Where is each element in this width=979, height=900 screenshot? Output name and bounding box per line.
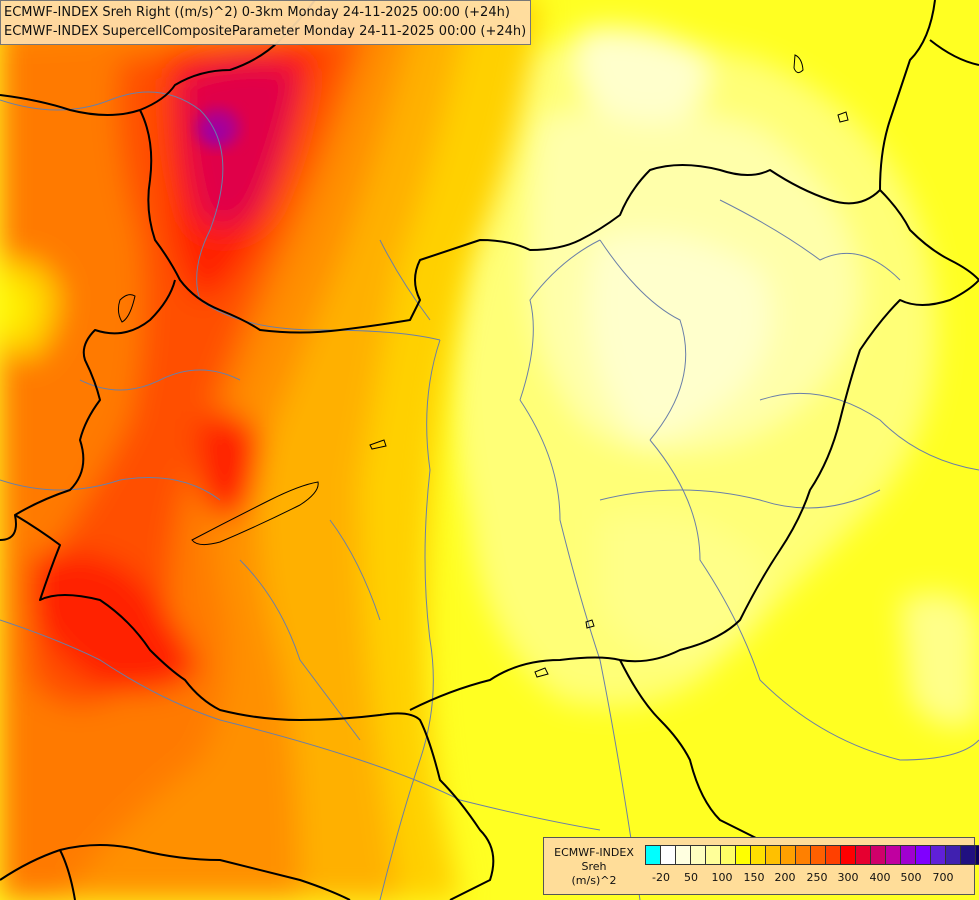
legend-tick-label: 400	[869, 871, 891, 884]
legend-swatch-10	[795, 845, 811, 865]
legend-swatch-0	[645, 845, 661, 865]
field-warm-zones	[0, 0, 540, 900]
legend-tick-label: 250	[806, 871, 828, 884]
legend-swatch-14	[855, 845, 871, 865]
field-pale-zones	[452, 27, 979, 727]
legend-swatch-2	[675, 845, 691, 865]
legend-unit: (m/s)^2	[571, 874, 617, 887]
legend-swatch-13	[840, 845, 856, 865]
legend-tick-label: 300	[837, 871, 859, 884]
legend-swatch-5	[720, 845, 736, 865]
legend-swatch-22	[975, 845, 979, 865]
lakes	[117, 54, 849, 678]
legend-tick-label: 50	[684, 871, 698, 884]
legend-ticks: -20 50 100 150 200 250 300 400 500 700	[645, 871, 975, 887]
legend-swatch-6	[735, 845, 751, 865]
river-network	[0, 91, 979, 900]
legend-tick-label: 200	[774, 871, 796, 884]
legend-swatch-20	[945, 845, 961, 865]
legend-swatch-16	[885, 845, 901, 865]
legend-tick-label: 700	[932, 871, 954, 884]
legend-swatch-9	[780, 845, 796, 865]
legend-swatch-3	[690, 845, 706, 865]
field-peak	[196, 108, 240, 148]
legend-swatch-1	[660, 845, 676, 865]
title-sreh: ECMWF-INDEX Sreh Right ((m/s)^2) 0-3km M…	[4, 5, 510, 20]
color-legend: ECMWF-INDEX Sreh (m/s)^2 -20 50 100 150 200 2…	[543, 837, 979, 895]
legend-tick-label: 150	[743, 871, 765, 884]
legend-tick-label: 500	[900, 871, 922, 884]
title-scp: ECMWF-INDEX SupercellCompositeParameter …	[4, 24, 527, 39]
legend-variable: Sreh	[581, 860, 607, 873]
legend-swatch-18	[915, 845, 931, 865]
legend-colorbar	[645, 845, 979, 865]
legend-swatch-15	[870, 845, 886, 865]
map-title-box: ECMWF-INDEX Sreh Right ((m/s)^2) 0-3km M…	[0, 0, 532, 45]
legend-source: ECMWF-INDEX	[554, 846, 634, 859]
legend-swatch-17	[900, 845, 916, 865]
legend-swatch-8	[765, 845, 781, 865]
legend-label: ECMWF-INDEX Sreh (m/s)^2	[548, 846, 640, 888]
legend-swatch-21	[960, 845, 976, 865]
legend-tick-label: -20	[652, 871, 670, 884]
legend-swatch-7	[750, 845, 766, 865]
legend-swatch-12	[825, 845, 841, 865]
legend-swatch-11	[810, 845, 826, 865]
legend-swatch-19	[930, 845, 946, 865]
legend-tick-label: 100	[711, 871, 733, 884]
legend-swatch-4	[705, 845, 721, 865]
